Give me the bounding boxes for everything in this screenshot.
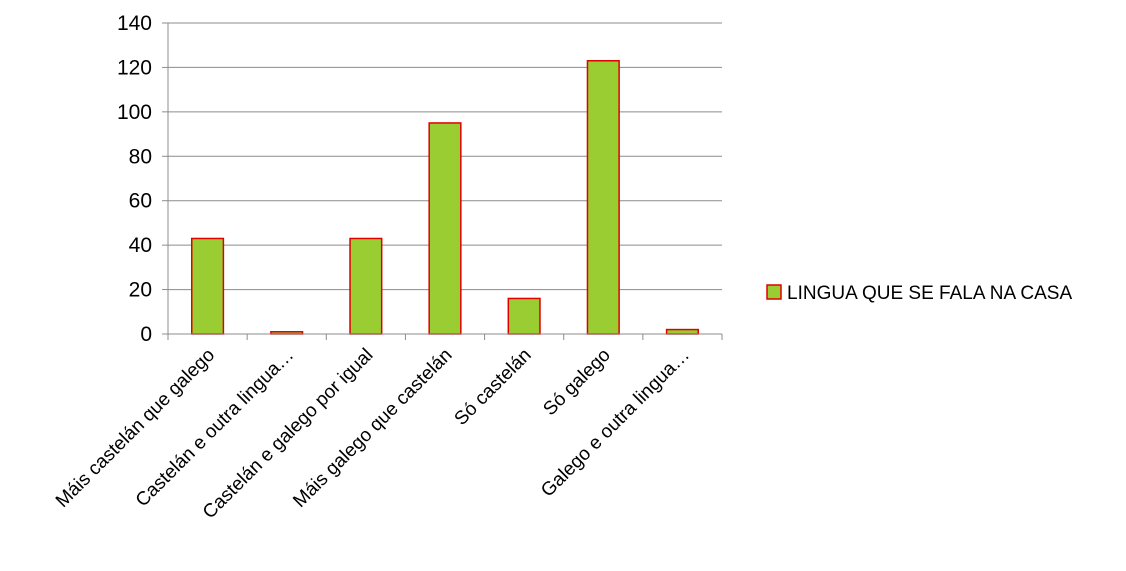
x-category-label: Castelán e outra lingua…: [132, 345, 298, 511]
y-axis-tick-labels: 0 20 40 60 80 100 120 140: [117, 12, 152, 346]
x-category-label: Máis castelán que galego: [52, 345, 219, 512]
y-tick-label: 140: [117, 12, 152, 35]
y-tick-label: 60: [129, 190, 152, 213]
legend-swatch: [766, 284, 782, 300]
x-category-label: Galego e outra lingua…: [537, 345, 694, 502]
bar: [428, 122, 462, 335]
bar: [190, 237, 225, 335]
x-category-label: Máis galego que castelán: [289, 345, 456, 512]
y-tick-label: 100: [117, 101, 152, 124]
bars: [190, 60, 700, 335]
x-category-label: Só castelán: [451, 345, 536, 430]
legend: LINGUA QUE SE FALA NA CASA: [766, 283, 1072, 304]
y-tick-label: 80: [129, 145, 152, 168]
bar: [665, 328, 700, 335]
y-tick-label: 20: [129, 279, 152, 302]
x-category-label: Só galego: [539, 345, 614, 420]
y-tick-label: 40: [129, 234, 152, 257]
bar: [586, 60, 620, 335]
bar: [349, 237, 383, 335]
bar: [507, 297, 541, 335]
y-tick-label: 0: [140, 323, 152, 346]
axes: [162, 22, 723, 340]
x-category-label: Castelán e galego por igual: [199, 345, 377, 523]
y-tick-label: 120: [117, 56, 152, 79]
legend-label: LINGUA QUE SE FALA NA CASA: [787, 283, 1072, 304]
